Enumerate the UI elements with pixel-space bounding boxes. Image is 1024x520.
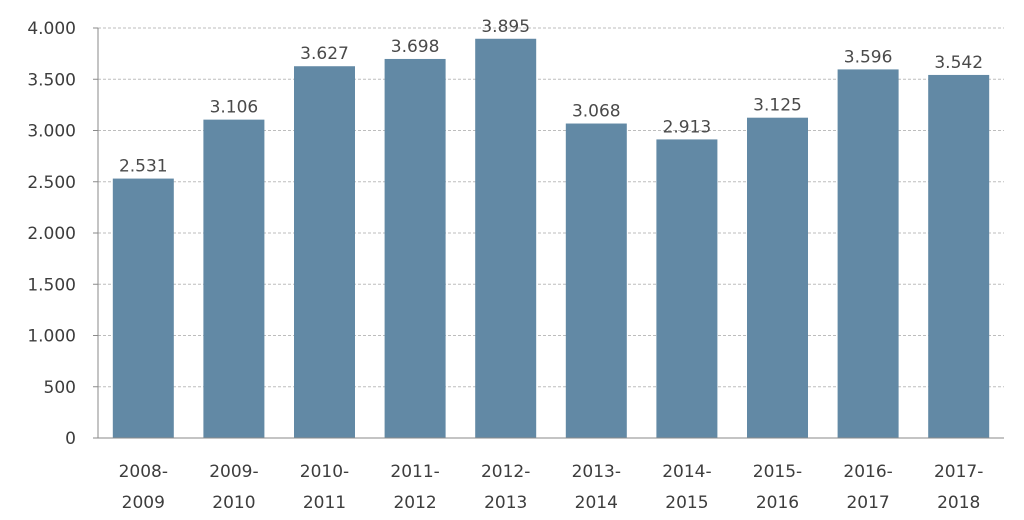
data-label: 3.895 <box>481 17 530 37</box>
bar <box>837 69 899 438</box>
bar <box>294 66 355 439</box>
data-label: 3.106 <box>210 98 259 118</box>
data-label: 3.627 <box>300 44 349 64</box>
data-label: 3.698 <box>391 37 440 57</box>
x-tick-label: 2014 <box>575 493 618 513</box>
x-tick-label: 2009- <box>209 462 258 482</box>
x-tick-label: 2010- <box>300 462 349 482</box>
y-tick-label: 3.000 <box>27 122 76 142</box>
axes <box>93 27 1004 439</box>
y-tick-label: 2.500 <box>27 173 76 193</box>
data-label: 3.596 <box>844 47 893 67</box>
bar <box>384 58 446 439</box>
x-tick-label: 2017 <box>846 493 889 513</box>
x-tick-label: 2012- <box>481 462 530 482</box>
x-tick-label: 2015- <box>753 462 802 482</box>
x-axis-ticks: 2008- 2009 2009- 2010 2010- 2011 2011- 2012 2012… <box>119 462 984 513</box>
x-tick-label: 2008- <box>119 462 168 482</box>
y-tick-label: 0 <box>65 429 76 449</box>
x-tick-label: 2014- <box>662 462 711 482</box>
data-label: 3.125 <box>753 96 802 116</box>
y-tick-label: 1.500 <box>27 275 76 295</box>
x-tick-label: 2018 <box>937 493 980 513</box>
data-label: 3.068 <box>572 102 621 122</box>
y-tick-label: 1.000 <box>27 327 76 347</box>
x-tick-label: 2016 <box>756 493 799 513</box>
bar <box>475 38 537 438</box>
data-label: 3.542 <box>934 53 983 73</box>
data-labels: 2.531 3.106 3.627 3.698 3.895 3.068 2.913 3.125… <box>119 17 983 177</box>
x-tick-label: 2012 <box>393 493 436 513</box>
data-label: 2.913 <box>663 117 712 137</box>
y-tick-label: 3.500 <box>27 70 76 90</box>
bar <box>112 178 174 438</box>
bar <box>928 74 990 438</box>
x-tick-label: 2010 <box>212 493 255 513</box>
x-tick-label: 2013 <box>484 493 527 513</box>
x-tick-label: 2017- <box>934 462 983 482</box>
bar <box>565 123 627 438</box>
y-axis-ticks: 0 500 1.000 1.500 2.000 2.500 3.000 3.500 4.000 <box>27 19 76 449</box>
x-tick-label: 2015 <box>665 493 708 513</box>
x-tick-label: 2011 <box>303 493 346 513</box>
bars <box>112 38 990 439</box>
bar <box>656 139 718 439</box>
x-tick-label: 2009 <box>122 493 165 513</box>
x-tick-label: 2016- <box>843 462 892 482</box>
x-tick-label: 2011- <box>390 462 439 482</box>
y-tick-label: 500 <box>44 378 76 398</box>
bar <box>747 117 808 438</box>
data-label: 2.531 <box>119 157 168 177</box>
y-tick-label: 2.000 <box>27 224 76 244</box>
y-tick-label: 4.000 <box>27 19 76 39</box>
x-tick-label: 2013- <box>572 462 621 482</box>
bar <box>203 119 265 438</box>
